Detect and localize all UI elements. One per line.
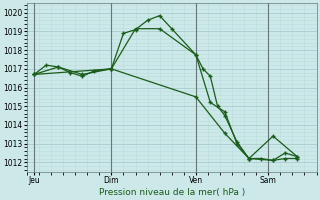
X-axis label: Pression niveau de la mer( hPa ): Pression niveau de la mer( hPa ) [99,188,245,197]
